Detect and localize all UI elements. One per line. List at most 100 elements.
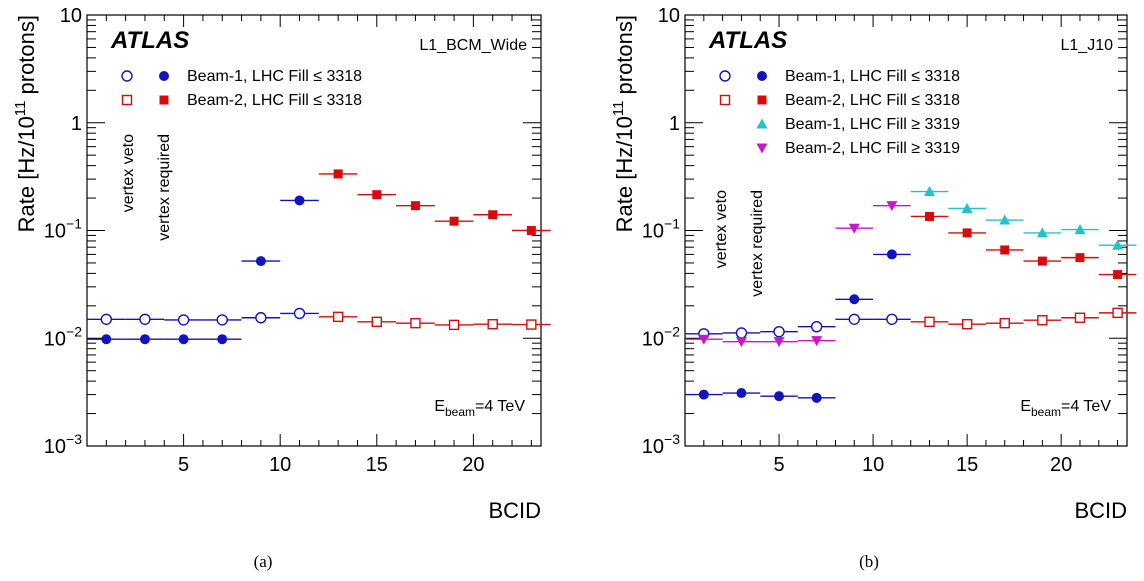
data-point xyxy=(811,336,823,347)
y-tick-label: 10−1 xyxy=(642,216,680,243)
legend: Beam-1, LHC Fill ≤ 3318 Beam-2, LHC Fill … xyxy=(719,68,960,157)
y-tick-label: 10−2 xyxy=(642,323,680,350)
data-point xyxy=(698,334,710,345)
data-point xyxy=(410,317,421,329)
legend-label: Beam-2, LHC Fill ≤ 3318 xyxy=(187,92,362,109)
trigger-label: L1_J10 xyxy=(1061,37,1114,54)
vertical-selection-label: vertex veto xyxy=(120,134,137,212)
data-point xyxy=(177,314,190,326)
data-point xyxy=(526,226,536,235)
x-tick-label: 15 xyxy=(956,454,978,476)
x-tick-label: 15 xyxy=(366,454,388,476)
data-point xyxy=(100,313,113,325)
data-points xyxy=(685,186,1137,403)
y-tick-label: 10 xyxy=(658,5,680,27)
legend-marker xyxy=(121,94,133,106)
data-point xyxy=(848,313,860,325)
data-point xyxy=(293,307,306,320)
data-point xyxy=(961,203,973,214)
data-point xyxy=(999,317,1010,329)
data-point xyxy=(811,392,822,403)
legend-label: Beam-1, LHC Fill ≤ 3318 xyxy=(785,68,960,85)
vertical-selection-label: vertex required xyxy=(749,190,766,297)
y-tick-label: 10−3 xyxy=(44,431,82,458)
x-tick-label: 20 xyxy=(462,454,484,476)
legend-marker xyxy=(756,118,768,129)
y-tick-label: 10−2 xyxy=(44,323,82,350)
x-tick-label: 10 xyxy=(862,454,884,476)
data-point xyxy=(773,326,785,338)
data-point xyxy=(1037,315,1048,326)
data-point xyxy=(216,314,228,326)
data-point xyxy=(217,334,228,345)
legend-label: Beam-2, LHC Fill ≥ 3319 xyxy=(785,140,960,157)
data-point xyxy=(849,294,860,305)
data-point xyxy=(255,256,266,267)
data-point xyxy=(448,319,460,331)
data-point xyxy=(924,316,935,328)
data-point xyxy=(736,388,747,399)
legend-marker xyxy=(719,70,731,82)
data-point xyxy=(1036,227,1048,238)
data-point xyxy=(294,195,305,206)
x-axis-title: BCID xyxy=(1074,498,1127,523)
y-tick-label: 10−1 xyxy=(44,216,82,243)
data-point xyxy=(371,316,382,328)
data-point xyxy=(1112,307,1123,319)
data-point xyxy=(1074,224,1086,235)
data-point xyxy=(698,389,709,400)
panel-b: 5 10 15 20 10−3 10−2 10−1 1 10 BCID Rate [Hz/1011 … xyxy=(610,5,1137,523)
data-point xyxy=(925,211,935,221)
data-point xyxy=(735,327,748,339)
atlas-label: ATLAS xyxy=(708,27,787,54)
data-point xyxy=(101,334,112,345)
legend-marker xyxy=(756,143,768,154)
x-tick-label: 20 xyxy=(1050,454,1072,476)
data-point xyxy=(449,216,459,226)
y-tick-label: 1 xyxy=(669,113,680,135)
legend-marker xyxy=(757,71,767,81)
data-point xyxy=(1000,245,1010,255)
data-point xyxy=(735,337,747,348)
data-points xyxy=(87,169,551,345)
data-point xyxy=(924,186,936,197)
legend-marker xyxy=(719,94,731,106)
data-point xyxy=(139,334,150,345)
legend-label: Beam-1, LHC Fill ≥ 3319 xyxy=(785,116,960,133)
x-tick-label: 5 xyxy=(773,454,784,476)
panel-a: 5 10 15 20 10−3 10−2 10−1 1 10 BCID Rate [Hz/1011 … xyxy=(12,5,551,523)
y-tick-label: 1 xyxy=(71,113,82,135)
data-point xyxy=(1112,239,1124,250)
y-tick-label: 10 xyxy=(60,5,82,27)
data-point xyxy=(526,319,537,330)
data-point xyxy=(810,320,823,333)
data-point xyxy=(410,201,420,211)
x-tick-label: 5 xyxy=(178,454,189,476)
data-point xyxy=(487,319,498,330)
data-point xyxy=(332,311,344,323)
legend-label: Beam-2, LHC Fill ≤ 3318 xyxy=(785,92,960,109)
vertical-selection-label: vertex required xyxy=(156,134,173,241)
data-point xyxy=(886,249,897,260)
data-point xyxy=(1037,256,1047,266)
vertical-selection-label: vertex veto xyxy=(713,190,730,268)
data-point xyxy=(999,214,1011,225)
data-point xyxy=(1113,270,1123,280)
data-point xyxy=(139,313,151,325)
data-point xyxy=(1075,253,1085,263)
y-axis-title: Rate [Hz/1011 protons] xyxy=(12,15,39,232)
panel-caption: (a) xyxy=(254,552,273,571)
x-tick-label: 10 xyxy=(269,454,291,476)
data-point xyxy=(848,223,860,234)
data-point xyxy=(886,201,898,212)
trigger-label: L1_BCM_Wide xyxy=(419,37,527,54)
data-point xyxy=(1074,312,1086,323)
beam-energy-label: Ebeam=4 TeV xyxy=(1020,398,1111,419)
legend-label: Beam-1, LHC Fill ≤ 3318 xyxy=(187,68,362,85)
legend-marker xyxy=(121,70,133,82)
x-axis-title: BCID xyxy=(488,498,541,523)
y-axis-title: Rate [Hz/1011 protons] xyxy=(610,15,637,232)
data-point xyxy=(178,334,189,345)
data-point xyxy=(255,312,267,324)
